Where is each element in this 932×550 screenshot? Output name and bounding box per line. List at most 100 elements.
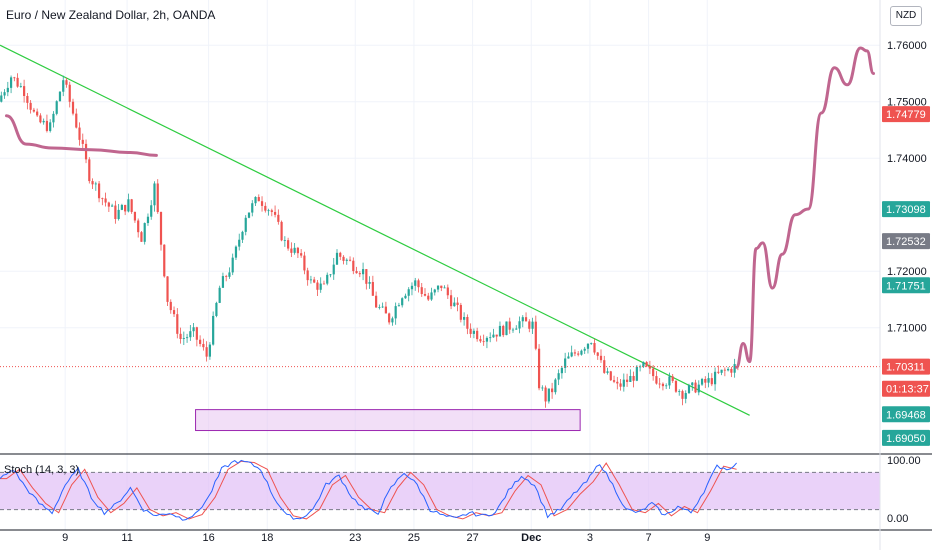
candle-body	[573, 352, 577, 354]
candle-body	[107, 202, 110, 207]
price-label: 01:13:37	[886, 384, 929, 396]
candle-body	[371, 281, 374, 296]
y-tick-label: 1.75000	[887, 97, 927, 109]
y-tick-label: 1.74000	[887, 153, 927, 165]
candle-body	[583, 348, 586, 351]
candle-body	[9, 77, 13, 88]
candle-body	[127, 199, 130, 212]
price-label-bg	[882, 380, 930, 397]
x-tick-label: 3	[587, 532, 593, 544]
candle-body	[489, 337, 492, 339]
candle-body	[254, 197, 257, 204]
support-zone-layer	[195, 409, 581, 432]
trendline-layer	[0, 44, 750, 416]
price-label-bg	[882, 201, 930, 218]
candle-body	[658, 383, 661, 385]
candle-body	[547, 388, 550, 402]
x-tick-label: 9	[62, 532, 68, 544]
candle-body	[495, 334, 498, 337]
candle-body	[655, 376, 658, 384]
chart-grid	[0, 0, 880, 530]
candle-body	[39, 115, 42, 123]
candle-body	[300, 253, 303, 256]
stoch-tick-label: 0.00	[887, 513, 908, 525]
candle-body	[665, 385, 668, 387]
candle-body	[199, 339, 202, 344]
candle-body	[388, 313, 391, 323]
candle-body	[436, 285, 440, 290]
candle-body	[101, 198, 104, 200]
candle-body	[260, 201, 264, 206]
candle-body	[599, 355, 603, 361]
candle-body	[453, 302, 456, 307]
drawing-layer	[5, 46, 875, 369]
candle-body	[648, 366, 651, 369]
candle-body	[668, 376, 671, 386]
price-label: 1.71751	[886, 280, 926, 292]
candle-body	[694, 382, 697, 393]
candle-body	[691, 382, 694, 386]
candle-body	[234, 246, 238, 258]
candle-body	[469, 328, 472, 334]
candle-body	[335, 252, 339, 265]
stochastic-pane	[0, 459, 880, 521]
price-label-bg	[882, 406, 930, 423]
candle-body	[440, 285, 443, 289]
candle-body	[3, 92, 6, 96]
candle-body	[319, 283, 322, 290]
candle-body	[528, 321, 531, 329]
candle-body	[414, 280, 417, 286]
candle-body	[68, 84, 71, 102]
candle-body	[296, 247, 299, 254]
candle-body	[476, 330, 479, 340]
candle-body	[316, 282, 319, 290]
candle-body	[697, 384, 700, 393]
price-label-bg	[882, 233, 930, 250]
candle-body	[267, 210, 270, 212]
candle-body	[524, 317, 528, 322]
candle-body	[394, 306, 397, 319]
candle-body	[521, 317, 524, 322]
x-tick-label: 9	[704, 532, 710, 544]
candle-body	[150, 205, 153, 217]
candle-body	[290, 248, 293, 253]
candle-body	[218, 287, 221, 303]
price-label: 1.69050	[886, 433, 926, 445]
candle-body	[463, 317, 466, 320]
candle-body	[417, 280, 420, 288]
x-tick-label: 18	[261, 532, 273, 544]
candle-body	[541, 387, 544, 389]
x-tick-label: 16	[202, 532, 214, 544]
candle-body	[423, 294, 427, 296]
candle-body	[306, 270, 309, 281]
candle-body	[505, 321, 508, 336]
candle-body	[407, 289, 410, 296]
candle-body	[449, 295, 453, 307]
currency-button[interactable]: NZD	[890, 6, 922, 26]
candle-body	[639, 366, 642, 368]
price-label-bg	[882, 277, 930, 294]
candle-body	[430, 292, 433, 300]
candle-body	[205, 347, 208, 357]
candle-body	[166, 276, 169, 302]
candle-body	[273, 211, 277, 215]
price-label: 1.69468	[886, 409, 926, 421]
candle-body	[590, 343, 593, 344]
y-tick-label: 1.71000	[887, 323, 927, 335]
candle-body	[713, 371, 717, 385]
candle-body	[120, 204, 123, 210]
candle-body	[661, 383, 665, 387]
candle-body	[375, 295, 378, 308]
candle-body	[642, 362, 645, 367]
candle-body	[446, 287, 449, 296]
candle-body	[287, 240, 290, 249]
candle-body	[244, 217, 247, 232]
price-label-bg	[882, 106, 930, 123]
candle-body	[16, 77, 19, 87]
price-label-bg	[882, 358, 930, 375]
candle-body	[75, 113, 78, 128]
candle-body	[381, 306, 384, 308]
candle-body	[270, 210, 273, 212]
